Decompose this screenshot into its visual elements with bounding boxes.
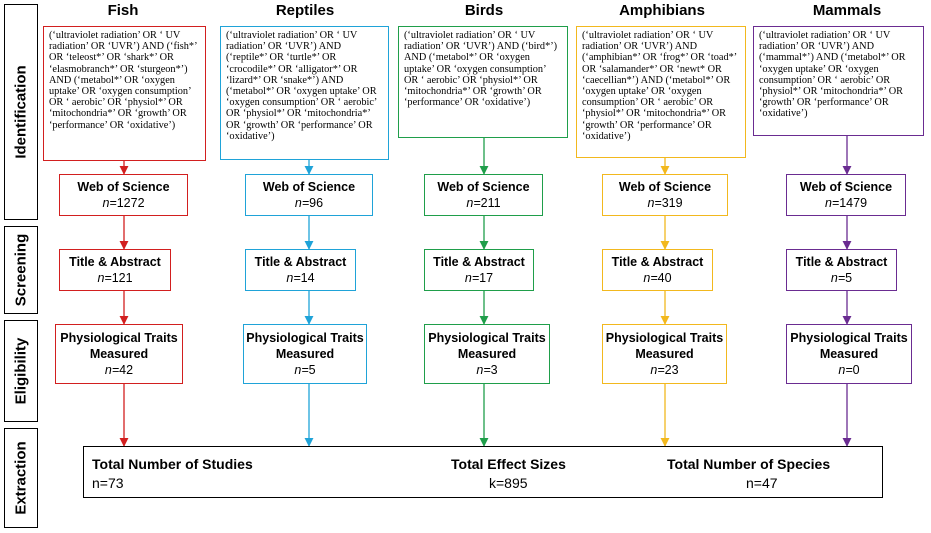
n-prefix: n= [824, 196, 840, 210]
ta-label: Title & Abstract [69, 255, 161, 269]
pt-box-reptiles: Physiological Traits Measured n=5 [243, 324, 367, 384]
pt-count: 3 [490, 363, 498, 377]
n-prefix: n= [476, 363, 491, 377]
ta-box-reptiles: Title & Abstract n=14 [245, 249, 356, 291]
ta-box-amphibians: Title & Abstract n=40 [602, 249, 713, 291]
ta-label: Title & Abstract [795, 255, 888, 269]
query-box-reptiles: (‘ultraviolet radiation’ OR ‘ UV radiati… [220, 26, 389, 160]
n-prefix: n= [650, 363, 665, 377]
n-prefix: n= [464, 271, 480, 285]
ta-count: 17 [479, 271, 494, 285]
wos-label: Web of Science [618, 180, 712, 194]
pt-count: 5 [308, 363, 316, 377]
query-box-mammals: (‘ultraviolet radiation’ OR ‘ UV radiati… [753, 26, 924, 136]
ta-count: 40 [657, 271, 672, 285]
n-prefix: n= [294, 363, 309, 377]
ta-box-birds: Title & Abstract n=17 [424, 249, 534, 291]
wos-label: Web of Science [262, 180, 356, 194]
pt-count: 42 [119, 363, 134, 377]
n-prefix: n= [104, 363, 120, 377]
wos-label: Web of Science [799, 180, 893, 194]
ta-label: Title & Abstract [254, 255, 347, 269]
wos-count: 1272 [116, 196, 145, 210]
total-studies-value: n=73 [92, 475, 124, 491]
n-prefix: n= [647, 196, 662, 210]
wos-count: 1479 [839, 196, 868, 210]
ta-count: 5 [845, 271, 853, 285]
total-effects-value: k=895 [489, 475, 528, 491]
wos-count: 211 [480, 196, 501, 210]
pt-box-mammals: Physiological Traits Measured n=0 [786, 324, 912, 384]
ta-label: Title & Abstract [433, 255, 525, 269]
ta-box-mammals: Title & Abstract n=5 [786, 249, 897, 291]
stage-screening: Screening [4, 226, 38, 314]
column-title-birds: Birds [464, 2, 504, 19]
pt-box-amphibians: Physiological Traits Measured n=23 [602, 324, 727, 384]
pt-label: Physiological Traits Measured [428, 331, 546, 361]
pt-count: 23 [664, 363, 679, 377]
ta-count: 14 [300, 271, 315, 285]
column-title-mammals: Mammals [812, 2, 882, 19]
total-studies-label: Total Number of Studies [92, 456, 253, 472]
pt-label: Physiological Traits Measured [790, 331, 908, 361]
total-effects-label: Total Effect Sizes [451, 456, 566, 472]
wos-count: 319 [661, 196, 683, 210]
ta-box-fish: Title & Abstract n=121 [59, 249, 171, 291]
total-species-value: n=47 [746, 475, 778, 491]
query-box-fish: (‘ultraviolet radiation’ OR ‘ UV radiati… [43, 26, 206, 161]
wos-count: 96 [309, 196, 324, 210]
column-title-reptiles: Reptiles [275, 2, 335, 19]
n-prefix: n= [838, 363, 853, 377]
n-prefix: n= [286, 271, 301, 285]
column-title-fish: Fish [107, 2, 139, 19]
stage-identification: Identification [4, 4, 38, 220]
n-prefix: n= [97, 271, 112, 285]
ta-count: 121 [111, 271, 133, 285]
query-box-birds: (‘ultraviolet radiation’ OR ‘ UV radiati… [398, 26, 568, 138]
n-prefix: n= [830, 271, 846, 285]
stage-eligibility: Eligibility [4, 320, 38, 422]
totals-box: Total Number of Studies n=73 Total Effec… [83, 446, 883, 498]
pt-count: 0 [852, 363, 860, 377]
n-prefix: n= [102, 196, 117, 210]
n-prefix: n= [294, 196, 310, 210]
pt-label: Physiological Traits Measured [60, 331, 178, 361]
wos-label: Web of Science [437, 180, 530, 194]
wos-box-birds: Web of Science n=211 [424, 174, 543, 216]
n-prefix: n= [643, 271, 658, 285]
wos-box-mammals: Web of Science n=1479 [786, 174, 906, 216]
pt-label: Physiological Traits Measured [605, 331, 724, 361]
stage-extraction: Extraction [4, 428, 38, 528]
wos-label: Web of Science [77, 180, 170, 194]
query-box-amphibians: (‘ultraviolet radiation’ OR ‘ UV radiati… [576, 26, 746, 158]
total-species-label: Total Number of Species [667, 456, 831, 472]
column-title-amphibians: Amphibians [619, 2, 705, 19]
n-prefix: n= [466, 196, 481, 210]
ta-label: Title & Abstract [611, 255, 704, 269]
pt-label: Physiological Traits Measured [246, 331, 364, 361]
wos-box-fish: Web of Science n=1272 [59, 174, 188, 216]
wos-box-reptiles: Web of Science n=96 [245, 174, 373, 216]
wos-box-amphibians: Web of Science n=319 [602, 174, 728, 216]
pt-box-birds: Physiological Traits Measured n=3 [424, 324, 550, 384]
pt-box-fish: Physiological Traits Measured n=42 [55, 324, 183, 384]
